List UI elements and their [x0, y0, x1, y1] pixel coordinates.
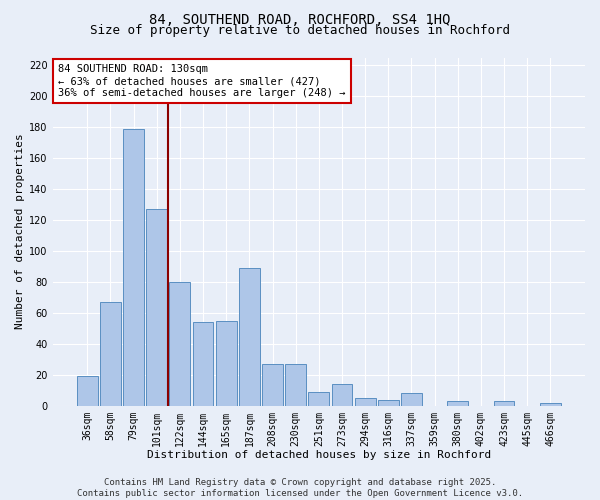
Bar: [146, 209, 167, 406]
X-axis label: Distribution of detached houses by size in Rochford: Distribution of detached houses by size …: [147, 450, 491, 460]
Bar: [169, 282, 190, 406]
Bar: [355, 398, 376, 406]
Bar: [123, 128, 144, 406]
Bar: [540, 402, 561, 406]
Bar: [262, 364, 283, 406]
Text: 84 SOUTHEND ROAD: 130sqm
← 63% of detached houses are smaller (427)
36% of semi-: 84 SOUTHEND ROAD: 130sqm ← 63% of detach…: [58, 64, 346, 98]
Bar: [332, 384, 352, 406]
Bar: [401, 394, 422, 406]
Bar: [216, 320, 236, 406]
Bar: [378, 400, 399, 406]
Text: Contains HM Land Registry data © Crown copyright and database right 2025.
Contai: Contains HM Land Registry data © Crown c…: [77, 478, 523, 498]
Text: Size of property relative to detached houses in Rochford: Size of property relative to detached ho…: [90, 24, 510, 37]
Text: 84, SOUTHEND ROAD, ROCHFORD, SS4 1HQ: 84, SOUTHEND ROAD, ROCHFORD, SS4 1HQ: [149, 12, 451, 26]
Bar: [100, 302, 121, 406]
Bar: [308, 392, 329, 406]
Bar: [77, 376, 98, 406]
Bar: [193, 322, 214, 406]
Bar: [448, 401, 468, 406]
Bar: [239, 268, 260, 406]
Y-axis label: Number of detached properties: Number of detached properties: [15, 134, 25, 330]
Bar: [285, 364, 306, 406]
Bar: [494, 401, 514, 406]
